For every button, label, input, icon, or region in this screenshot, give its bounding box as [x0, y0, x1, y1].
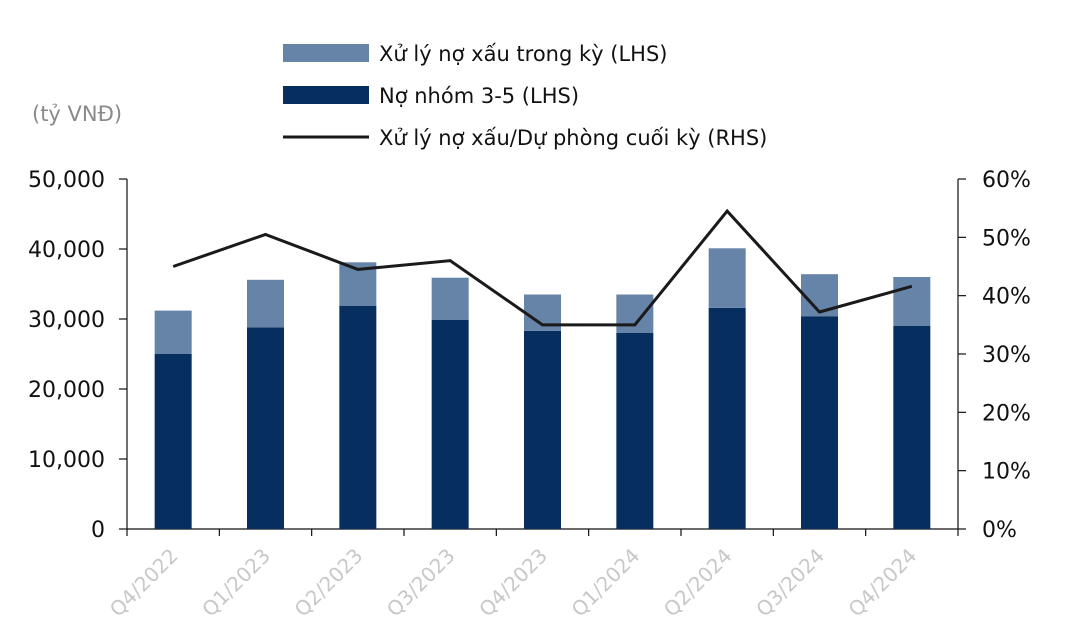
bar-xu-ly-no-xau [247, 279, 284, 328]
bar-no-nhom-3-5 [247, 327, 284, 529]
y-right-tick-label: 60% [982, 168, 1031, 193]
bar-no-nhom-3-5 [801, 316, 838, 529]
y-left-tick-label: 40,000 [28, 238, 105, 263]
x-tick-label: Q4/2024 [844, 544, 922, 622]
bar-no-nhom-3-5 [616, 333, 654, 529]
x-tick-label: Q1/2023 [197, 544, 275, 622]
y-left-tick-label: 0 [91, 518, 105, 543]
x-tick-label: Q4/2022 [105, 544, 183, 622]
bar-no-nhom-3-5 [524, 330, 561, 529]
bar-no-nhom-3-5 [154, 354, 192, 529]
x-tick-label: Q3/2024 [751, 544, 829, 622]
bar-no-nhom-3-5 [431, 319, 469, 529]
legend-label: Xử lý nợ xấu/Dự phòng cuối kỳ (RHS) [379, 126, 767, 150]
y-right-tick-label: 40% [982, 285, 1031, 310]
y-left-tick-label: 50,000 [28, 168, 105, 193]
y-left-tick-label: 30,000 [28, 308, 105, 333]
plot-area: 0 10,000 20,000 30,000 40,000 50,000 0% 10% 20% 3… [28, 168, 1031, 621]
y-left-tick-label: 10,000 [28, 448, 105, 473]
x-tick-label: Q4/2023 [474, 544, 552, 622]
x-tick-label: Q3/2023 [382, 544, 460, 622]
legend-label: Nợ nhóm 3-5 (LHS) [379, 84, 579, 108]
x-tick-label: Q2/2024 [659, 544, 737, 622]
bar-xu-ly-no-xau [893, 277, 931, 326]
legend-label: Xử lý nợ xấu trong kỳ (LHS) [379, 42, 667, 66]
bar-no-nhom-3-5 [339, 305, 377, 529]
line-xu-ly-no-xau-du-phong [172, 208, 913, 327]
bar-xu-ly-no-xau [431, 277, 469, 320]
bar-xu-ly-no-xau [154, 310, 192, 354]
legend-swatch-bar [283, 86, 369, 104]
y-right-tick-label: 20% [982, 401, 1031, 426]
bar-xu-ly-no-xau [708, 248, 746, 308]
y-right-tick-label: 50% [982, 226, 1031, 251]
x-tick-label: Q2/2023 [290, 544, 368, 622]
x-tick-label: Q1/2024 [567, 544, 645, 622]
legend-swatch-bar [283, 44, 369, 62]
y-left-tick-label: 20,000 [28, 378, 105, 403]
bar-xu-ly-no-xau [616, 294, 654, 333]
y-right-tick-label: 0% [982, 518, 1017, 543]
bar-no-nhom-3-5 [708, 307, 746, 529]
y-right-tick-label: 30% [982, 343, 1031, 368]
bar-no-nhom-3-5 [893, 326, 931, 529]
legend: Xử lý nợ xấu trong kỳ (LHS) Nợ nhóm 3-5 (… [283, 42, 767, 150]
y-right-tick-label: 10% [982, 460, 1031, 485]
unit-label: (tỷ VNĐ) [32, 102, 122, 126]
